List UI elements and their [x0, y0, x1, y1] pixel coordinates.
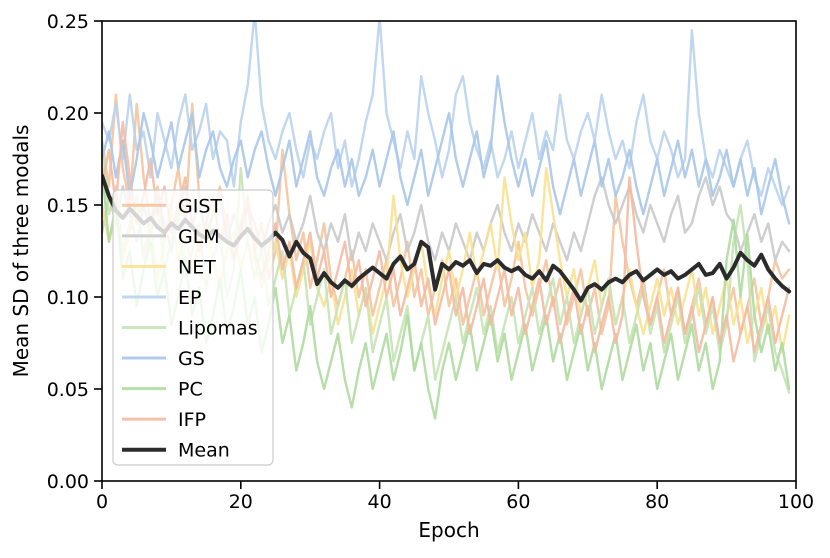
y-tick-label: 0.10: [47, 287, 89, 309]
legend-label-lipomas: Lipomas: [178, 318, 258, 340]
y-tick-label: 0.05: [47, 379, 89, 401]
legend-label-net: NET: [178, 256, 216, 278]
legend-label-glm: GLM: [178, 226, 220, 248]
y-tick-label: 0.25: [47, 11, 89, 33]
y-tick-label: 0.15: [47, 195, 89, 217]
y-tick-label: 0.20: [47, 103, 89, 125]
x-tick-label: 20: [229, 491, 253, 513]
x-tick-label: 0: [96, 491, 108, 513]
x-tick-label: 100: [778, 491, 814, 513]
series-line-gs: [102, 74, 791, 225]
legend-label-ifp: IFP: [178, 409, 206, 431]
plot-border: [101, 20, 797, 482]
x-tick-label: 60: [506, 491, 530, 513]
legend-label-gs: GS: [178, 348, 205, 370]
legend-label-ep: EP: [178, 287, 201, 309]
legend-label-pc: PC: [178, 379, 203, 401]
legend-label-mean: Mean: [178, 440, 230, 462]
y-axis-label: Mean SD of three modals: [9, 124, 33, 378]
x-axis-label: Epoch: [418, 518, 480, 542]
x-tick-label: 80: [645, 491, 669, 513]
y-tick-label: 0.00: [47, 471, 89, 493]
legend-box: [112, 189, 274, 466]
x-tick-label: 40: [368, 491, 392, 513]
legend-label-gist: GIST: [178, 195, 222, 217]
